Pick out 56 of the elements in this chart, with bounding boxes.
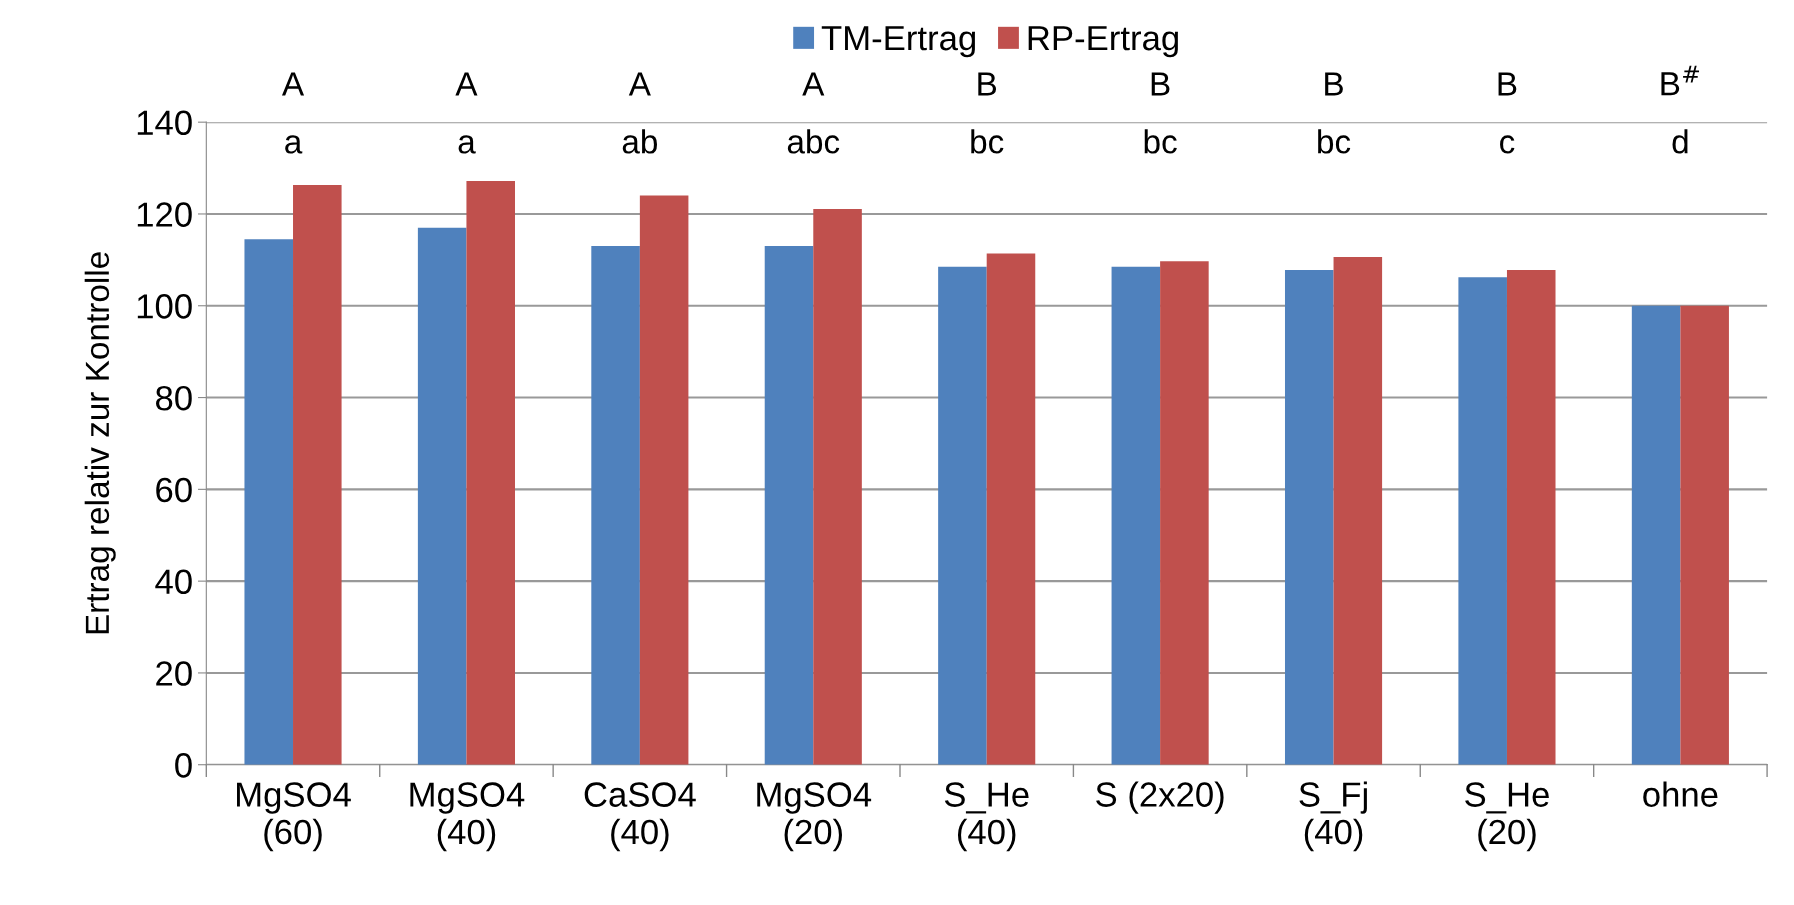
legend-label: TM-Ertrag (821, 26, 975, 58)
y-tick-label: 120 (137, 202, 192, 227)
y-tick-label: 20 (156, 661, 192, 686)
bar (1506, 269, 1556, 765)
annotation: bc (1144, 129, 1177, 154)
y-tick-label: 140 (137, 110, 192, 136)
bar (466, 180, 515, 765)
text: A (281, 72, 305, 96)
annotation: c (1500, 135, 1515, 154)
annotation: bc (971, 129, 1004, 154)
bar (1680, 305, 1729, 765)
bar (244, 239, 294, 765)
bar (591, 246, 640, 765)
x-tick-label: S_Fj (40) (1299, 781, 1367, 852)
annotation: a (285, 135, 303, 154)
text: B$^{#}$ (1661, 65, 1700, 96)
bar (1333, 257, 1383, 765)
bar (764, 246, 814, 765)
bar (986, 253, 1036, 765)
bar (293, 185, 342, 765)
bar (639, 195, 689, 765)
text: A (455, 72, 478, 96)
text: A (802, 72, 825, 96)
bar (417, 227, 467, 765)
text: B (1498, 72, 1517, 96)
text: A (628, 72, 651, 96)
x-tick-label: S (2x20) (1096, 781, 1224, 814)
y-tick-label: 60 (156, 477, 192, 503)
y-tick-label: 0 (175, 753, 192, 778)
x-tick-label: ohne (1643, 781, 1718, 807)
x-tick-label: S_He (40) (944, 782, 1029, 852)
annotation: a (458, 135, 476, 154)
x-tick-label: MgSO4 (20) (757, 782, 872, 852)
y-tick-label: 80 (156, 385, 192, 411)
bar (813, 208, 862, 765)
bar (1111, 266, 1161, 765)
annotation: d (1672, 129, 1688, 154)
x-tick-label: S_He (20) (1465, 782, 1549, 852)
annotation: abc (787, 129, 840, 154)
text: B (1151, 72, 1170, 96)
annotation: bc (1318, 129, 1351, 154)
text: B (1325, 72, 1343, 96)
x-tick-label: CaSO4 (40) (584, 782, 696, 852)
y-tick-label: 100 (137, 294, 192, 319)
y-axis-title: Ertrag relativ zur Kontrolle (84, 252, 116, 634)
bar (1631, 305, 1681, 765)
x-tick-label: MgSO4 (40) (410, 782, 525, 852)
legend-label: RP-Ertrag (1028, 26, 1178, 58)
text: B (978, 72, 997, 96)
bar (1458, 277, 1507, 765)
bar (1160, 261, 1209, 765)
y-tick-label: 40 (155, 569, 192, 595)
bar (938, 266, 987, 765)
bar (1284, 269, 1334, 765)
x-tick-label: MgSO4 (60) (237, 782, 351, 852)
annotation: ab (622, 129, 657, 154)
